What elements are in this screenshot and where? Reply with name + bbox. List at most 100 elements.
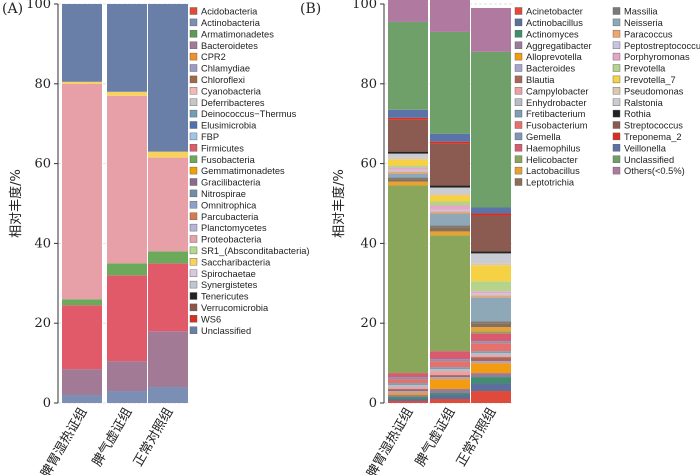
panel-a-bar-segment xyxy=(62,81,102,84)
panel-b-bar-segment xyxy=(388,397,428,400)
panel-b-legend-label: Treponema_2 xyxy=(624,132,682,142)
panel-b-legend-swatch xyxy=(514,75,523,84)
panel-a-bar-segment xyxy=(148,4,188,152)
panel-a-bar-segment xyxy=(148,151,188,158)
panel-a-y-axis-label: 相对丰度/% xyxy=(8,169,24,238)
panel-b-legend-swatch xyxy=(612,155,621,163)
panel-a-y-tick-label: 20 xyxy=(34,316,51,331)
panel-a-bar-segment xyxy=(148,387,188,403)
panel-b-legend-swatch xyxy=(514,132,523,141)
panel-b-bar-segment xyxy=(471,265,511,282)
panel-a-y-tick-label: 100 xyxy=(26,0,51,12)
panel-b-bar-segment xyxy=(471,343,511,352)
panel-b-legend-swatch xyxy=(612,132,621,141)
panel-b-legend-label: Others(<0.5%) xyxy=(624,166,685,176)
panel-a-bar-segment xyxy=(107,275,147,362)
panel-b-bar-segment xyxy=(388,393,428,396)
panel-b-bar-segment xyxy=(388,373,428,378)
panel-a-legend-label: FBP xyxy=(201,132,219,142)
panel-b-bar-segment xyxy=(471,293,511,296)
panel-a-legend-swatch xyxy=(189,30,198,38)
panel-a-legend-swatch xyxy=(189,41,198,49)
panel-a-legend-swatch xyxy=(189,223,198,232)
panel-a-bar-segment xyxy=(107,91,147,96)
panel-b-legend-swatch xyxy=(514,144,523,152)
panel-a-legend-swatch xyxy=(189,98,198,106)
panel-b-bar-segment xyxy=(471,333,511,342)
panel-b-bar-segment xyxy=(430,359,470,362)
panel-b-bar-segment xyxy=(388,21,428,110)
panel-b-bar-segment xyxy=(471,51,511,208)
panel-b-legend-label: Actinobacillus xyxy=(526,18,583,28)
panel-b-legend-label: Unclassified xyxy=(624,155,674,165)
panel-b-legend-swatch xyxy=(612,64,621,72)
panel-a-bar-segment xyxy=(107,4,147,92)
panel-a-legend-label: Bacteroidetes xyxy=(201,41,258,51)
panel-b-bar-segment xyxy=(430,205,470,210)
panel-b-bar-segment xyxy=(430,235,470,352)
panel-b-bar-segment xyxy=(471,321,511,324)
panel-b-bar-segment xyxy=(388,387,428,390)
panel-a-category-label: 脾气虚证组 xyxy=(89,405,135,469)
panel-a-legend-label: Unclassified xyxy=(201,326,251,336)
panel-b-legend-swatch xyxy=(612,121,621,129)
panel-b-legend-label: Fretibacterium xyxy=(526,109,586,119)
panel-b-legend-swatch xyxy=(514,30,523,38)
panel-b-legend-swatch xyxy=(612,144,621,152)
panel-b-legend-swatch xyxy=(514,109,523,118)
panel-b-bar-segment xyxy=(430,231,470,236)
panel-a-legend-label: Nitrospirae xyxy=(201,189,246,199)
panel-a-legend-label: Synergistetes xyxy=(201,280,258,290)
panel-a-legend-label: Parcubacteria xyxy=(201,212,259,222)
panel-b-bar-segment xyxy=(430,361,470,368)
panel-b-legend-label: Peptostreptococcus xyxy=(624,41,700,51)
panel-b-bar-segment xyxy=(388,151,428,154)
panel-b-bar-segment xyxy=(430,225,470,228)
panel-a-legend-swatch xyxy=(189,246,198,255)
panel-b-y-tick-label: 60 xyxy=(360,157,377,172)
panel-b-bar-segment xyxy=(388,169,428,172)
panel-b-legend-label: Alloprevotella xyxy=(526,52,583,62)
panel-b-legend-label: Aggregatibacter xyxy=(526,41,592,51)
panel-b-bar-segment xyxy=(430,371,470,376)
panel-b-bar-segment xyxy=(430,143,470,186)
panel-b-category-label: 正常对照组 xyxy=(454,406,499,470)
panel-b-bar-segment xyxy=(388,165,428,168)
panel-b-y-tick-label: 40 xyxy=(360,236,377,251)
panel-a-label: (A) xyxy=(2,1,23,17)
panel-b-bar-segment xyxy=(471,295,511,298)
panel-a-legend-label: Actinobacteria xyxy=(201,18,261,28)
panel-b-bar-segment xyxy=(388,109,428,118)
panel-a-legend-label: Deinococcus−Thermus xyxy=(201,109,297,119)
panel-a-legend-swatch xyxy=(189,109,198,118)
panel-b-bar-segment xyxy=(388,177,428,180)
panel-b-bar-segment xyxy=(388,385,428,388)
panel-a-legend-swatch xyxy=(189,280,198,289)
panel-b-legend-swatch xyxy=(612,166,621,175)
panel-b-bar-segment xyxy=(388,179,428,182)
panel-b-legend-label: Ralstonia xyxy=(624,98,664,108)
panel-b-legend-label: Helicobacter xyxy=(526,155,578,165)
panel-a-legend-label: Chloroflexi xyxy=(201,75,245,85)
panel-b-bar-segment xyxy=(388,153,428,158)
panel-b-y-tick-label: 0 xyxy=(369,396,377,411)
panel-a-bar-segment xyxy=(62,395,102,403)
panel-b-bar-segment xyxy=(471,331,511,334)
panel-a-legend-swatch xyxy=(189,269,198,277)
panel-b-bar-segment xyxy=(430,375,470,378)
panel-b-y-tick-label: 80 xyxy=(360,77,377,92)
panel-b-legend-label: Massilia xyxy=(624,7,658,17)
panel-b-bar-segment xyxy=(430,367,470,370)
panel-b-bar-segment xyxy=(388,117,428,120)
panel-b-bar-segment xyxy=(430,213,470,226)
panel-a-legend-label: Elusimicrobia xyxy=(201,121,257,131)
panel-b-bar-segment xyxy=(430,133,470,142)
panel-a-legend-swatch xyxy=(189,178,198,186)
panel-b-legend-label: Actinomyces xyxy=(526,29,579,39)
panel-b-legend-label: Pseudomonas xyxy=(624,86,684,96)
panel-a-bar-segment xyxy=(107,361,147,392)
panel-a-legend-label: Planctomycetes xyxy=(201,223,267,233)
panel-b-bar-segment xyxy=(471,7,511,52)
panel-a-legend-swatch xyxy=(189,315,198,323)
panel-a-legend-swatch xyxy=(189,75,198,84)
